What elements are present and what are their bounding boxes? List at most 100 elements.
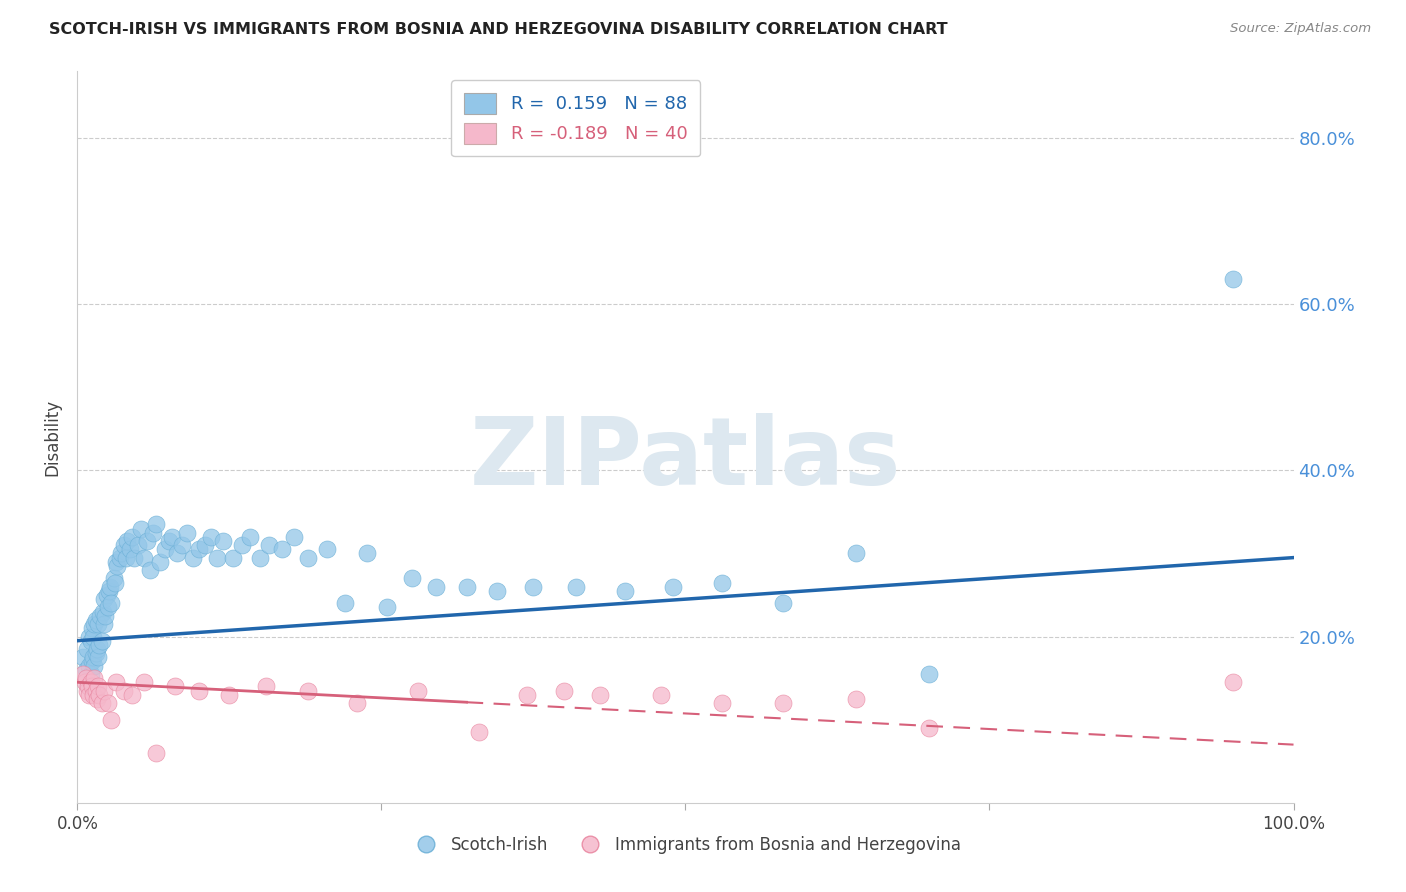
Point (845, 546, 868, 560)
Point (222, 550, 245, 565)
Text: SCOTCH-IRISH VS IMMIGRANTS FROM BOSNIA AND HERZEGOVINA DISABILITY CORRELATION CH: SCOTCH-IRISH VS IMMIGRANTS FROM BOSNIA A… (49, 22, 948, 37)
Point (110, 546, 132, 560)
Point (96, 588, 118, 602)
Point (181, 550, 204, 565)
Point (76, 642, 98, 657)
Point (135, 533, 157, 548)
Point (72, 667, 94, 681)
Point (710, 575, 733, 590)
Point (662, 580, 685, 594)
Point (83, 617, 105, 632)
Point (613, 583, 636, 598)
Point (153, 542, 176, 557)
Point (710, 696, 733, 710)
Point (76, 683, 98, 698)
Point (249, 550, 271, 565)
Point (80, 621, 103, 635)
Point (259, 538, 281, 552)
Point (75, 671, 97, 685)
Point (79, 688, 101, 702)
Point (145, 517, 167, 532)
Point (160, 530, 183, 544)
Point (163, 680, 186, 694)
Point (356, 546, 378, 560)
Point (425, 580, 447, 594)
Point (93, 592, 115, 607)
Point (194, 538, 217, 552)
Point (84, 646, 107, 660)
Point (772, 596, 794, 610)
Point (522, 580, 544, 594)
Point (97, 600, 120, 615)
Point (87, 680, 110, 694)
Point (467, 725, 489, 739)
Point (121, 688, 143, 702)
Point (406, 683, 429, 698)
Point (82, 688, 104, 702)
Point (157, 533, 180, 548)
Point (589, 688, 612, 702)
Point (188, 542, 211, 557)
Point (239, 530, 262, 544)
Point (205, 550, 228, 565)
Point (97, 583, 120, 598)
Point (80, 680, 103, 694)
Point (94, 608, 117, 623)
Text: ZIPatlas: ZIPatlas (470, 413, 901, 505)
Point (79, 658, 101, 673)
Point (115, 550, 138, 565)
Legend: Scotch-Irish, Immigrants from Bosnia and Herzegovina: Scotch-Irish, Immigrants from Bosnia and… (404, 829, 967, 860)
Point (107, 558, 129, 573)
Point (79, 630, 101, 644)
Point (77, 680, 100, 694)
Point (176, 525, 198, 540)
Point (87, 617, 110, 632)
Point (231, 538, 253, 552)
Point (80, 667, 103, 681)
Point (105, 555, 128, 569)
Point (86, 692, 108, 706)
Point (212, 533, 235, 548)
Point (553, 683, 575, 698)
Point (1222, 675, 1244, 690)
Point (98, 580, 121, 594)
Point (103, 571, 125, 585)
Point (129, 521, 152, 535)
Point (121, 530, 143, 544)
Point (918, 721, 941, 735)
Point (456, 580, 478, 594)
Point (89, 608, 111, 623)
Point (139, 563, 162, 577)
Point (845, 692, 868, 706)
Point (93, 617, 115, 632)
Point (346, 696, 368, 710)
Point (127, 538, 149, 552)
Point (82, 630, 104, 644)
Point (100, 713, 122, 727)
Point (297, 550, 319, 565)
Point (772, 696, 794, 710)
Point (1222, 272, 1244, 286)
Point (84, 613, 107, 627)
Point (77, 680, 100, 694)
Point (100, 596, 122, 610)
Point (315, 542, 337, 557)
Point (97, 696, 120, 710)
Point (170, 538, 193, 552)
Point (270, 542, 292, 557)
Point (83, 658, 105, 673)
Point (112, 683, 135, 698)
Point (377, 600, 399, 615)
Point (104, 575, 127, 590)
Point (87, 650, 110, 665)
Point (149, 555, 172, 569)
Point (485, 583, 508, 598)
Point (105, 675, 128, 690)
Point (73, 675, 96, 690)
Point (118, 542, 141, 557)
Point (200, 530, 222, 544)
Point (84, 683, 107, 698)
Point (134, 550, 156, 565)
Point (112, 538, 135, 552)
Text: Source: ZipAtlas.com: Source: ZipAtlas.com (1230, 22, 1371, 36)
